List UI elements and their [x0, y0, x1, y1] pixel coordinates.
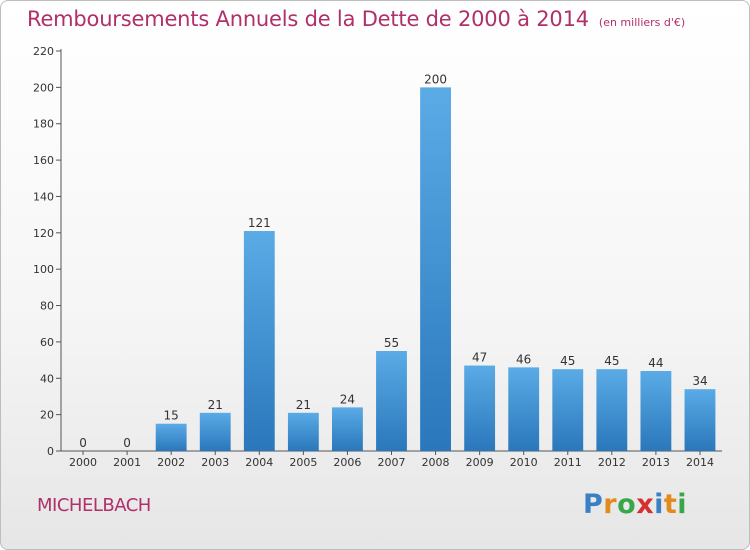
y-tick-label: 0	[47, 445, 54, 458]
y-axis: 0 20 40 60 80 100 120 140 160 180 200 220	[33, 45, 62, 458]
x-tick-label: 2011	[554, 456, 582, 469]
x-tick-label: 2006	[333, 456, 361, 469]
logo-letter: i	[677, 489, 688, 520]
y-tick-label: 80	[40, 300, 54, 313]
bar	[376, 351, 407, 451]
logo-letter: i	[654, 489, 664, 520]
logo-letter: r	[603, 489, 618, 520]
bar	[243, 231, 275, 451]
x-tick-label: 2007	[378, 456, 406, 469]
logo-letter: x	[636, 489, 655, 520]
bar	[155, 423, 187, 451]
y-tick-label: 200	[33, 81, 54, 94]
proxiti-logo: Proxiti	[583, 489, 687, 520]
bar-value-label: 47	[472, 351, 487, 365]
x-tick-label: 2005	[289, 456, 317, 469]
x-tick-label: 2014	[686, 456, 714, 469]
y-tick-label: 40	[40, 372, 54, 385]
bar	[640, 371, 672, 451]
bar-value-label: 15	[164, 409, 179, 423]
x-tick-label: 2009	[466, 456, 494, 469]
bar	[464, 365, 496, 451]
bar-value-label: 21	[296, 398, 311, 412]
unit-label: (en milliers d'€)	[598, 16, 686, 29]
value-labels: 0 0 15 21 121 21 24 55 200 47 46 45 45 44 34	[79, 72, 707, 450]
bar-value-label: 55	[384, 336, 399, 350]
bar-value-label: 34	[692, 374, 707, 388]
bar-value-label: 21	[208, 398, 223, 412]
x-tick-label: 2000	[69, 456, 97, 469]
bar-value-label: 200	[424, 72, 447, 86]
chart-title: Remboursements Annuels de la Dette de 20…	[27, 7, 685, 31]
x-axis: 2000 2001 2002 2003 2004 2005 2006 2007 2008 2009…	[61, 450, 722, 469]
y-tick-label: 120	[33, 227, 54, 240]
bars	[155, 87, 716, 451]
bar-value-label: 46	[516, 352, 531, 366]
bar-value-label: 121	[248, 216, 271, 230]
y-tick-label: 180	[33, 118, 54, 131]
title-text: Remboursements Annuels de la Dette de 20…	[27, 7, 589, 31]
bar	[684, 389, 716, 451]
logo-letter: t	[663, 489, 678, 520]
bar	[332, 407, 363, 451]
commune-name: MICHELBACH	[37, 495, 151, 516]
x-tick-label: 2013	[642, 456, 670, 469]
bar-value-label: 0	[123, 436, 131, 450]
x-tick-label: 2010	[510, 456, 538, 469]
x-tick-label: 2003	[201, 456, 229, 469]
bar	[420, 87, 451, 451]
x-tick-label: 2004	[245, 456, 273, 469]
bar-value-label: 24	[340, 392, 355, 406]
x-tick-label: 2001	[113, 456, 141, 469]
bar-value-label: 44	[648, 356, 663, 370]
y-tick-label: 100	[33, 263, 54, 276]
y-tick-label: 220	[33, 45, 54, 58]
logo-letter: P	[583, 489, 604, 520]
x-tick-label: 2008	[422, 456, 450, 469]
bar	[596, 369, 628, 451]
bar-value-label: 0	[79, 436, 87, 450]
x-tick-label: 2012	[598, 456, 626, 469]
bar	[552, 369, 584, 451]
y-tick-label: 140	[33, 190, 54, 203]
logo-letter: o	[617, 489, 637, 520]
bar	[508, 367, 540, 451]
y-tick-label: 20	[40, 409, 54, 422]
bar-value-label: 45	[604, 354, 619, 368]
bar	[287, 412, 319, 451]
x-tick-label: 2002	[157, 456, 185, 469]
y-tick-label: 160	[33, 154, 54, 167]
bar-value-label: 45	[560, 354, 575, 368]
y-tick-label: 60	[40, 336, 54, 349]
bar	[199, 412, 231, 451]
